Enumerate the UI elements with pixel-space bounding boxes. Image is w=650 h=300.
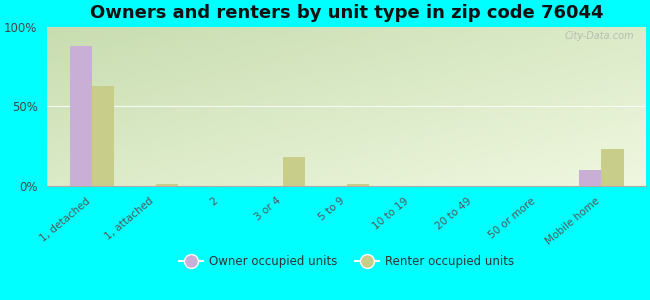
Bar (155, 184, 178, 186)
Bar (579, 170, 601, 186)
Bar (346, 184, 369, 186)
Bar (70, 46, 92, 186)
Text: City-Data.com: City-Data.com (564, 31, 634, 41)
Bar (92, 85, 114, 186)
Legend: Owner occupied units, Renter occupied units: Owner occupied units, Renter occupied un… (175, 250, 519, 273)
Bar (601, 149, 623, 186)
Title: Owners and renters by unit type in zip code 76044: Owners and renters by unit type in zip c… (90, 4, 603, 22)
Bar (283, 157, 305, 186)
